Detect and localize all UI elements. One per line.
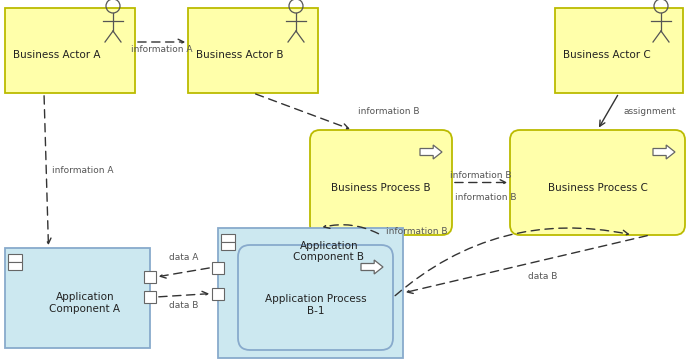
Polygon shape [361, 260, 383, 274]
Text: Business Actor B: Business Actor B [196, 50, 283, 60]
Bar [8, 262, 22, 270]
Bar [555, 8, 683, 93]
Bar [218, 228, 403, 358]
Bar [144, 271, 156, 283]
Text: Business Process B: Business Process B [331, 183, 430, 193]
Bar [144, 291, 156, 303]
Bar [8, 254, 22, 262]
Text: Business Process C: Business Process C [547, 183, 647, 193]
Text: information B: information B [451, 171, 512, 180]
Text: data B: data B [528, 272, 558, 281]
Text: data B: data B [169, 301, 199, 310]
Text: information A: information A [131, 45, 192, 54]
Text: Application
Component B: Application Component B [294, 240, 364, 262]
Text: information B: information B [455, 193, 517, 202]
FancyBboxPatch shape [238, 245, 393, 350]
Bar [212, 261, 224, 274]
Bar [212, 288, 224, 300]
Text: information B: information B [386, 227, 448, 236]
Text: information B: information B [358, 107, 419, 116]
Text: Business Actor A: Business Actor A [13, 50, 100, 60]
Text: Application Process
B-1: Application Process B-1 [265, 294, 366, 316]
Text: Business Actor C: Business Actor C [563, 50, 651, 60]
Text: data A: data A [169, 253, 199, 262]
FancyBboxPatch shape [310, 130, 452, 235]
Bar [221, 234, 235, 242]
Bar [5, 8, 135, 93]
Bar [188, 8, 318, 93]
Bar [221, 242, 235, 250]
FancyBboxPatch shape [510, 130, 685, 235]
Text: assignment: assignment [624, 107, 676, 116]
Bar [5, 248, 150, 348]
Text: Application
Component A: Application Component A [49, 292, 120, 314]
Text: information A: information A [52, 166, 113, 175]
Polygon shape [420, 145, 442, 159]
Polygon shape [653, 145, 675, 159]
